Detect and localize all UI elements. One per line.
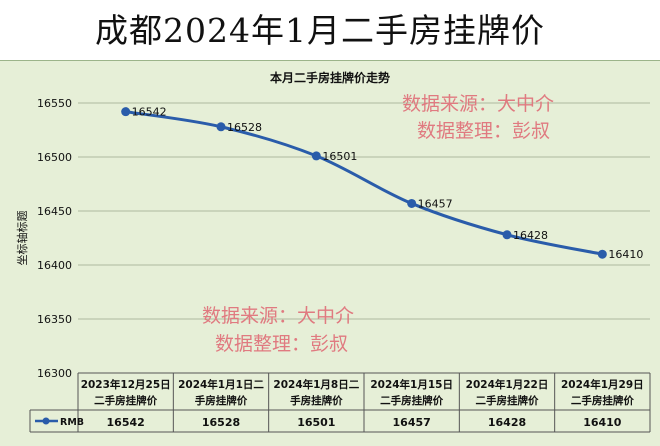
x-category-label: 手房挂牌价 <box>195 394 248 407</box>
table-value: 16501 <box>297 416 335 429</box>
table-value: 16528 <box>202 416 240 429</box>
x-category-label: 2023年12月25日 <box>81 378 171 391</box>
y-tick-label: 16400 <box>37 259 72 272</box>
legend-label: RMB <box>60 417 84 428</box>
data-point <box>407 198 417 208</box>
data-label: 16457 <box>418 197 453 210</box>
watermark-text: 数据整理：彭叔 <box>215 333 348 355</box>
x-category-label: 二手房挂牌价 <box>571 394 634 407</box>
x-category-label: 二手房挂牌价 <box>380 394 443 407</box>
data-point <box>216 122 226 132</box>
data-label: 16428 <box>513 229 548 242</box>
x-category-label: 2024年1月29日 <box>561 378 644 391</box>
y-tick-label: 16450 <box>37 205 72 218</box>
title-bar: 成都2024年1月二手房挂牌价 <box>0 0 660 60</box>
data-label: 16410 <box>608 248 643 261</box>
data-label: 16528 <box>227 121 262 134</box>
x-category-label: 2024年1月1日二 <box>178 378 264 391</box>
data-label: 16501 <box>322 150 357 163</box>
x-category-label: 二手房挂牌价 <box>94 394 157 407</box>
series-line <box>125 110 603 256</box>
y-axis-title: 坐标轴标题 <box>15 211 29 266</box>
table-value: 16542 <box>107 416 145 429</box>
data-label: 16542 <box>132 106 167 119</box>
chart-panel <box>0 60 660 446</box>
legend-marker <box>42 417 50 425</box>
y-tick-label: 16350 <box>37 313 72 326</box>
x-category-label: 2024年1月15日 <box>370 378 453 391</box>
x-category-label: 2024年1月22日 <box>466 378 549 391</box>
table-value: 16428 <box>488 416 526 429</box>
page-title: 成都2024年1月二手房挂牌价 <box>95 11 545 50</box>
table-value: 16457 <box>393 416 431 429</box>
data-point <box>502 230 512 240</box>
data-point <box>597 249 607 259</box>
table-value: 16410 <box>583 416 622 429</box>
data-point <box>121 107 131 117</box>
y-tick-label: 16300 <box>37 367 72 380</box>
y-tick-label: 16550 <box>37 97 72 110</box>
chart-title: 本月二手房挂牌价走势 <box>270 70 390 85</box>
watermark-text: 数据来源：大中介 <box>202 305 354 327</box>
y-tick-label: 16500 <box>37 151 72 164</box>
data-point <box>311 151 321 161</box>
x-category-label: 2024年1月8日二 <box>273 378 359 391</box>
watermark-text: 数据来源：大中介 <box>402 93 554 115</box>
x-category-label: 二手房挂牌价 <box>476 394 539 407</box>
x-category-label: 手房挂牌价 <box>290 394 343 407</box>
watermark-text: 数据整理：彭叔 <box>417 120 550 142</box>
